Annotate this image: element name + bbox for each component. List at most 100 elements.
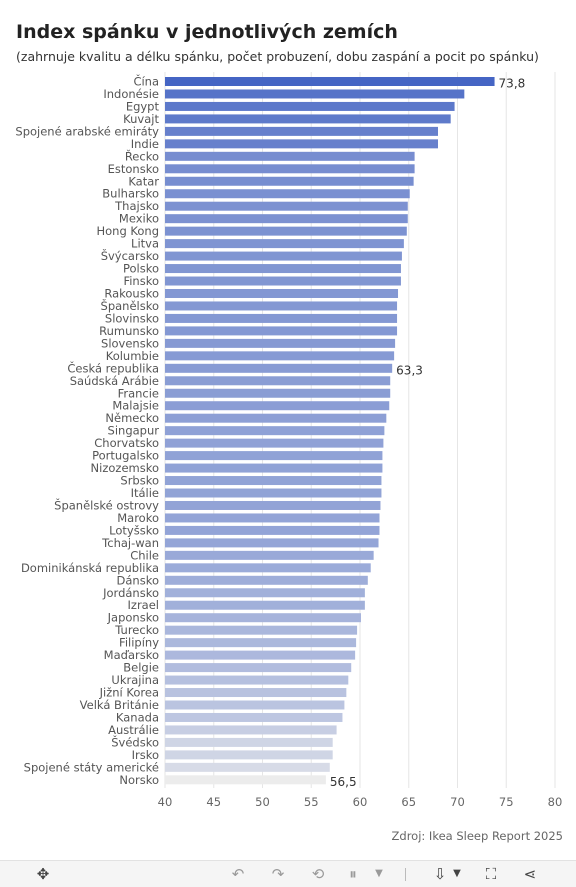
category-label: Španělsko bbox=[101, 298, 159, 313]
revert-icon[interactable]: ⟲ bbox=[311, 865, 325, 883]
category-label: Egypt bbox=[126, 99, 160, 113]
category-label: Kanada bbox=[116, 710, 159, 724]
bar bbox=[165, 264, 401, 274]
category-label: Spojené arabské emiráty bbox=[15, 124, 159, 138]
bar bbox=[165, 288, 399, 298]
viz-toolbar: ✥ ↶ ↷ ⟲ ⏸ ▼ ⇩ ▼ ⛶ ⋖ bbox=[0, 860, 576, 887]
category-label: Bulharsko bbox=[102, 187, 159, 201]
undo-icon[interactable]: ↶ bbox=[231, 865, 245, 883]
category-label: Jordánsko bbox=[102, 586, 159, 600]
bar bbox=[165, 500, 381, 510]
bar bbox=[165, 775, 326, 785]
category-label: Finsko bbox=[123, 274, 159, 288]
redo-icon[interactable]: ↷ bbox=[271, 865, 285, 883]
category-label: Saúdská Arábie bbox=[70, 374, 159, 388]
category-label: Itálie bbox=[131, 486, 159, 500]
category-label: Singapur bbox=[108, 424, 160, 438]
x-tick-label: 60 bbox=[353, 795, 368, 809]
bar bbox=[165, 725, 337, 735]
category-label: Portugalsko bbox=[92, 449, 159, 463]
toolbar-separator bbox=[405, 868, 406, 881]
x-tick-label: 70 bbox=[450, 795, 465, 809]
bar bbox=[165, 101, 455, 111]
data-label: 73,8 bbox=[499, 77, 526, 91]
bar bbox=[165, 563, 371, 573]
category-label: Rumunsko bbox=[99, 324, 159, 338]
category-label: Mexiko bbox=[119, 212, 159, 226]
category-label: Dánsko bbox=[117, 573, 159, 587]
bar bbox=[165, 426, 385, 436]
source-note: Zdroj: Ikea Sleep Report 2025 bbox=[391, 829, 563, 843]
category-label: Chorvatsko bbox=[94, 436, 159, 450]
bar bbox=[165, 139, 438, 149]
bar bbox=[165, 301, 398, 311]
bar bbox=[165, 401, 390, 411]
category-label: Indie bbox=[131, 137, 159, 151]
category-label: Izrael bbox=[128, 598, 159, 612]
bar bbox=[165, 376, 391, 386]
data-label: 56,5 bbox=[330, 775, 357, 789]
bar bbox=[165, 625, 358, 635]
download-dropdown-icon[interactable]: ▼ bbox=[453, 868, 461, 879]
category-label: Maďarsko bbox=[104, 648, 159, 662]
category-label: Estonsko bbox=[108, 162, 159, 176]
bar bbox=[165, 538, 379, 548]
category-label: Polsko bbox=[123, 262, 159, 276]
bar bbox=[165, 675, 349, 685]
bar bbox=[165, 276, 401, 286]
chart-subtitle: (zahrnuje kvalitu a délku spánku, počet … bbox=[16, 49, 539, 64]
category-label: Dominikánská republika bbox=[21, 561, 159, 575]
category-label: Filipíny bbox=[119, 636, 159, 650]
category-label: Tchaj-wan bbox=[101, 536, 159, 550]
category-label: Austrálie bbox=[108, 723, 159, 737]
x-tick-label: 65 bbox=[401, 795, 416, 809]
bar bbox=[165, 164, 415, 174]
category-label: Belgie bbox=[123, 661, 159, 675]
x-tick-label: 75 bbox=[499, 795, 514, 809]
bar bbox=[165, 588, 365, 598]
category-label: Litva bbox=[131, 237, 159, 251]
pause-icon[interactable]: ⏸ bbox=[349, 865, 357, 883]
bar bbox=[165, 638, 357, 648]
bar bbox=[165, 413, 387, 423]
share-icon[interactable]: ⋖ bbox=[523, 865, 537, 883]
category-label: Malajsie bbox=[112, 399, 159, 413]
bar bbox=[165, 114, 451, 124]
bar bbox=[165, 463, 383, 473]
x-tick-label: 55 bbox=[304, 795, 319, 809]
bar bbox=[165, 214, 408, 224]
category-label: Maroko bbox=[117, 511, 159, 525]
bar bbox=[165, 688, 347, 698]
category-label: Srbsko bbox=[120, 474, 159, 488]
bar bbox=[165, 388, 391, 398]
bar bbox=[165, 77, 495, 86]
bar bbox=[165, 363, 393, 373]
category-label: Španělské ostrovy bbox=[54, 497, 159, 512]
bar bbox=[165, 176, 414, 186]
move-icon[interactable]: ✥ bbox=[36, 865, 50, 883]
category-label: Katar bbox=[128, 174, 159, 188]
category-label: Lotyšsko bbox=[109, 523, 159, 537]
category-label: Švédsko bbox=[111, 734, 159, 749]
bar bbox=[165, 762, 330, 772]
download-icon[interactable]: ⇩ bbox=[433, 865, 447, 883]
bar bbox=[165, 613, 361, 623]
fullscreen-icon[interactable]: ⛶ bbox=[485, 865, 497, 883]
bar bbox=[165, 338, 396, 348]
bar bbox=[165, 438, 384, 448]
category-label: Kolumbie bbox=[106, 349, 159, 363]
category-label: Irsko bbox=[132, 748, 159, 762]
category-label: Čína bbox=[133, 74, 159, 89]
category-label: Turecko bbox=[114, 623, 159, 637]
bar bbox=[165, 189, 410, 199]
category-label: Česká republika bbox=[67, 360, 159, 375]
x-tick-label: 50 bbox=[255, 795, 270, 809]
x-tick-label: 45 bbox=[206, 795, 221, 809]
dropdown-icon[interactable]: ▼ bbox=[375, 868, 383, 879]
bar bbox=[165, 226, 407, 236]
bar bbox=[165, 513, 380, 523]
category-label: Francie bbox=[118, 386, 159, 400]
bar bbox=[165, 700, 345, 710]
category-label: Rakousko bbox=[104, 286, 159, 300]
bar bbox=[165, 326, 398, 336]
